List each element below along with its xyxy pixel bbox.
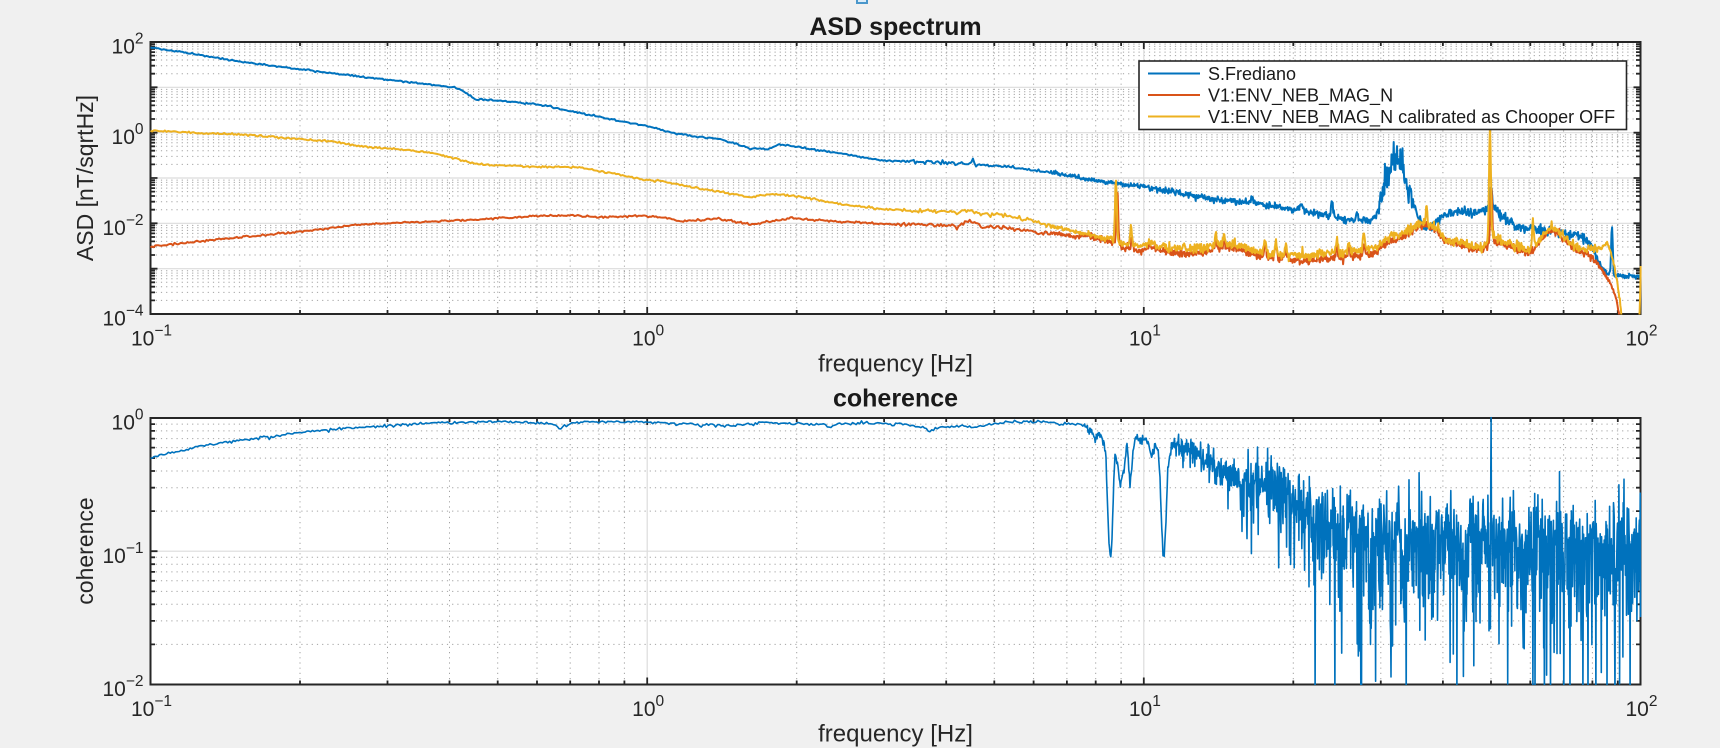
svg-text:frequency [Hz]: frequency [Hz]	[818, 351, 973, 378]
svg-text:V1:ENV_NEB_MAG_N calibrated as: V1:ENV_NEB_MAG_N calibrated as Chooper O…	[1208, 107, 1615, 128]
svg-text:V1:ENV_NEB_MAG_N: V1:ENV_NEB_MAG_N	[1208, 86, 1393, 107]
svg-text:frequency [Hz]: frequency [Hz]	[818, 721, 973, 748]
svg-text:ASD spectrum: ASD spectrum	[809, 13, 981, 41]
svg-text:coherence: coherence	[72, 497, 98, 604]
svg-text:coherence: coherence	[833, 385, 958, 413]
svg-text:ASD [nT/sqrtHz]: ASD [nT/sqrtHz]	[72, 95, 98, 261]
svg-text:101: 101	[1129, 323, 1161, 351]
svg-text:S.Frediano: S.Frediano	[1208, 64, 1296, 84]
svg-text:101: 101	[1129, 693, 1161, 721]
svg-text:10−1: 10−1	[131, 693, 172, 721]
